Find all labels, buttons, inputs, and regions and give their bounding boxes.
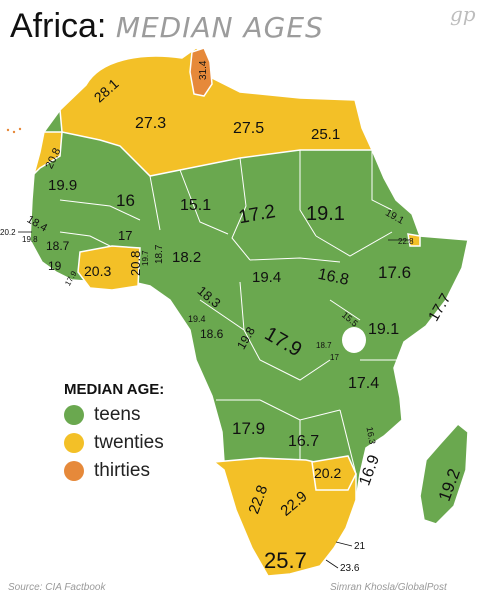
page-title: Africa: MEDIAN AGES: [10, 6, 324, 48]
label-drc: 17.9: [261, 323, 306, 362]
label-lesotho: 23.6: [340, 563, 360, 574]
label-tunisia: 31.4: [198, 60, 209, 80]
label-gambia: 19.8: [22, 235, 38, 244]
label-mauritania: 19.9: [48, 177, 77, 194]
legend-item-twenties: twenties: [64, 432, 164, 454]
label-rwanda: 18.7: [316, 341, 332, 350]
label-niger: 15.1: [180, 197, 211, 214]
label-ghana: 19.7: [141, 250, 150, 266]
label-botswana: 22.9: [277, 488, 310, 520]
twenties-swatch-icon: [64, 433, 84, 453]
label-cameroon: 18.3: [195, 283, 224, 311]
label-kenya: 19.1: [368, 321, 399, 338]
logo: gp: [450, 2, 476, 26]
label-togo: 18.7: [154, 244, 165, 264]
label-burundi: 17: [330, 353, 339, 362]
islands: [7, 128, 21, 133]
label-burkina-faso: 17: [118, 228, 132, 243]
label-sierra-leone: 17.9: [63, 269, 79, 287]
label-south-africa: 25.7: [264, 548, 307, 573]
label-morocco: 28.1: [91, 75, 122, 105]
label-western-sahara: 20.8: [44, 146, 64, 170]
label-car: 19.4: [252, 269, 281, 286]
label-algeria: 27.3: [135, 115, 166, 132]
footer-credit: Simran Khosla/GlobalPost: [330, 582, 447, 593]
title-sub: MEDIAN AGES: [116, 11, 324, 44]
legend-label-teens: teens: [94, 404, 140, 426]
label-zambia: 16.7: [288, 433, 319, 450]
title-main: Africa:: [10, 7, 106, 45]
label-ethiopia: 17.6: [378, 263, 411, 282]
label-madagascar: 19.2: [435, 466, 464, 504]
label-guinea-bissau: 18.7: [46, 239, 70, 253]
label-sudan: 19.1: [306, 203, 345, 225]
label-senegal: 18.4: [25, 213, 50, 234]
legend-item-thirties: thirties: [64, 460, 150, 482]
legend-label-thirties: thirties: [94, 460, 150, 482]
label-mozambique: 16.9: [356, 453, 383, 488]
label-uganda: 15.5: [340, 310, 360, 329]
label-angola: 17.9: [232, 419, 265, 438]
label-mali: 16: [116, 191, 135, 210]
teens-swatch-icon: [64, 405, 84, 425]
label-congo: 19.8: [234, 324, 258, 352]
label-cape-verde: 20.2: [0, 228, 16, 237]
label-chad: 17.2: [237, 201, 277, 228]
label-tanzania: 17.4: [348, 375, 379, 392]
label-malawi: 16.3: [365, 426, 378, 445]
label-zimbabwe: 20.2: [314, 465, 341, 481]
label-nigeria: 18.2: [172, 249, 201, 266]
legend-item-teens: teens: [64, 404, 140, 426]
label-liberia: 20.3: [84, 263, 111, 279]
label-eq-guinea: 19.4: [188, 314, 206, 324]
label-egypt: 25.1: [311, 126, 340, 143]
legend-title: MEDIAN AGE:: [64, 381, 164, 398]
label-swaziland: 21: [354, 541, 366, 552]
label-south-sudan: 16.8: [316, 266, 350, 289]
label-somalia: 17.7: [425, 291, 454, 325]
label-eritrea: 19.1: [383, 208, 406, 227]
label-libya: 27.5: [233, 120, 264, 137]
label-gabon: 18.6: [200, 327, 224, 341]
label-guinea: 19: [48, 259, 62, 273]
leader-lines: [18, 232, 410, 568]
footer-source: Source: CIA Factbook: [8, 582, 105, 593]
label-namibia: 22.8: [245, 483, 271, 516]
legend-label-twenties: twenties: [94, 432, 164, 454]
label-djibouti: 22.8: [398, 237, 414, 246]
thirties-swatch-icon: [64, 461, 84, 481]
